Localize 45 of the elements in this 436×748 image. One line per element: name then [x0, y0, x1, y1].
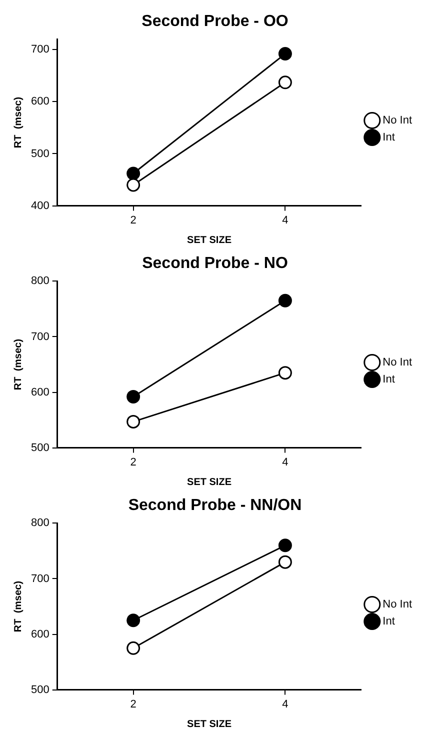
- legend-label: No Int: [382, 114, 412, 127]
- y-tick-label: 800: [30, 517, 50, 530]
- legend-label: Int: [382, 374, 395, 386]
- y-axis-title: RT (msec): [12, 338, 24, 390]
- legend-label: Int: [382, 616, 395, 628]
- y-tick-label: 500: [30, 684, 50, 696]
- chart-title: Second Probe - NN/ON: [128, 497, 302, 514]
- point: [126, 390, 140, 404]
- point: [278, 76, 292, 90]
- x-tick-label: 4: [282, 214, 288, 226]
- chart-title: Second Probe - NO: [142, 255, 288, 272]
- point: [278, 366, 292, 380]
- x-tick-label: 2: [130, 214, 136, 226]
- x-axis-title: SET SIZE: [187, 476, 232, 488]
- x-tick-label: 2: [130, 456, 136, 468]
- x-tick-label: 2: [130, 698, 136, 710]
- point: [126, 641, 140, 655]
- y-axis-title: RT (msec): [12, 96, 24, 148]
- x-axis-title: SET SIZE: [187, 234, 232, 246]
- y-tick-label: 800: [30, 275, 50, 288]
- chart-title: Second Probe - OO: [142, 13, 288, 30]
- point: [278, 555, 292, 569]
- point: [278, 538, 292, 552]
- y-tick-label: 700: [30, 572, 50, 585]
- y-tick-label: 400: [30, 200, 50, 212]
- x-tick-label: 4: [282, 456, 288, 468]
- point: [278, 47, 292, 61]
- y-tick-label: 600: [30, 96, 50, 108]
- legend-label: No Int: [382, 598, 412, 611]
- x-tick-label: 4: [282, 698, 288, 710]
- legend-label: Int: [382, 132, 395, 144]
- point: [126, 614, 140, 628]
- y-tick-label: 500: [30, 442, 50, 454]
- y-tick-label: 600: [30, 628, 50, 640]
- y-tick-label: 700: [30, 44, 50, 56]
- y-tick-label: 700: [30, 330, 50, 343]
- point: [126, 166, 140, 180]
- legend-label: No Int: [382, 356, 412, 369]
- point: [278, 294, 292, 308]
- y-tick-label: 500: [30, 148, 50, 160]
- x-axis-title: SET SIZE: [187, 718, 232, 730]
- point: [126, 178, 140, 192]
- y-axis-title: RT (msec): [12, 580, 24, 632]
- point: [126, 414, 140, 428]
- y-tick-label: 600: [30, 386, 50, 398]
